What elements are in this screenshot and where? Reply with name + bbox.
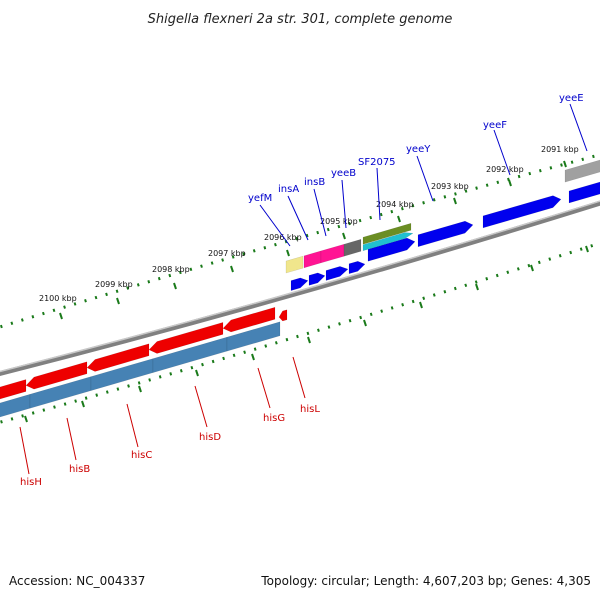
kbp-tick-2094 xyxy=(397,215,401,223)
kbp-tick-2095 xyxy=(342,232,346,240)
reverse-minor-ticks xyxy=(0,241,600,424)
hisC-leader xyxy=(126,403,139,448)
backbone-line xyxy=(0,200,600,377)
gene-label-hisH[interactable]: hisH xyxy=(20,477,42,488)
insB-leader xyxy=(313,188,327,237)
hisD-leader xyxy=(194,385,208,428)
reverse-tick xyxy=(195,369,199,377)
gene-label-SF2075[interactable]: SF2075 xyxy=(358,157,396,168)
insA-leader xyxy=(287,195,309,241)
reverse-tick xyxy=(24,415,28,423)
reverse-gene-hisL[interactable] xyxy=(278,309,288,322)
gene-box-insB[interactable] xyxy=(320,243,345,264)
kbp-tick-2100 xyxy=(59,312,63,320)
gene-label-hisG[interactable]: hisG xyxy=(263,413,285,424)
reverse-major-ticks xyxy=(24,245,589,423)
hisL-leader xyxy=(292,356,306,399)
kbp-tick-2092 xyxy=(508,179,512,187)
gene-box-yeeB[interactable] xyxy=(343,238,362,257)
yeeB-leader xyxy=(341,179,347,229)
forward-gene-arrow[interactable] xyxy=(482,195,562,229)
gene-label-yeeE[interactable]: yeeE xyxy=(559,93,584,104)
gene-box-yeeE[interactable] xyxy=(564,157,600,183)
gene-label-hisB[interactable]: hisB xyxy=(69,464,90,475)
reverse-gene-labels: hisH hisB hisC hisD hisG hisL xyxy=(19,356,320,488)
kbp-label-2091: 2091 kbp xyxy=(541,145,579,154)
gene-label-yeeY[interactable]: yeeY xyxy=(406,144,431,155)
yeeE-leader xyxy=(569,103,588,152)
hisG-leader xyxy=(257,367,271,409)
accession-text: Accession: NC_004337 xyxy=(9,574,146,588)
gene-box-insA[interactable] xyxy=(303,250,322,269)
reverse-cds-hisG[interactable] xyxy=(226,321,281,352)
topology-text: Topology: circular; Length: 4,607,203 bp… xyxy=(261,574,591,588)
reverse-tick xyxy=(419,301,423,309)
yeeY-leader xyxy=(416,155,434,202)
forward-gene-labels: yefM insA insB yeeB SF2075 yeeY yeeF yee… xyxy=(248,93,588,247)
reverse-tick-track xyxy=(0,241,600,424)
kbp-label-2094: 2094 kbp xyxy=(376,200,414,209)
forward-gene-arrow[interactable] xyxy=(568,181,600,204)
kbp-label-2093: 2093 kbp xyxy=(431,182,469,191)
gene-label-yeeB[interactable]: yeeB xyxy=(331,168,356,179)
kbp-tick-2091 xyxy=(563,160,567,168)
reverse-tick xyxy=(530,264,534,272)
kbp-tick-2097 xyxy=(230,265,234,273)
forward-gene-arrow[interactable] xyxy=(290,277,309,291)
hisB-leader xyxy=(66,417,77,461)
hisH-leader xyxy=(19,426,30,475)
yeeF-leader xyxy=(493,129,511,176)
kbp-tick-2093 xyxy=(453,197,457,205)
reverse-tick xyxy=(251,353,255,361)
SF2075-leader xyxy=(376,167,381,221)
reverse-gene-hisG[interactable] xyxy=(222,306,276,333)
yefM-leader xyxy=(259,204,291,247)
reverse-strand-genes xyxy=(0,306,288,418)
reverse-tick xyxy=(585,245,589,253)
kbp-ruler: 2100 kbp 2099 kbp 2098 kbp 2097 kbp 2096… xyxy=(39,145,579,320)
genome-backbone xyxy=(0,200,600,377)
kbp-label-2096: 2096 kbp xyxy=(264,233,302,242)
kbp-tick-2098 xyxy=(173,282,177,290)
kbp-label-2097: 2097 kbp xyxy=(208,249,246,258)
gene-label-hisC[interactable]: hisC xyxy=(131,450,152,461)
forward-strand-genes xyxy=(285,157,600,291)
reverse-tick xyxy=(363,319,367,327)
reverse-tick xyxy=(138,385,142,393)
gene-box-yefM[interactable] xyxy=(285,255,304,274)
forward-gene-arrow[interactable] xyxy=(348,260,366,275)
kbp-label-2092: 2092 kbp xyxy=(486,165,524,174)
reverse-tick xyxy=(81,400,85,408)
gene-label-hisL[interactable]: hisL xyxy=(300,404,320,415)
gene-label-yefM[interactable]: yefM xyxy=(248,193,272,204)
kbp-tick-2096 xyxy=(286,249,290,257)
gene-box-SF2075-a[interactable] xyxy=(362,222,412,245)
kbp-label-2095: 2095 kbp xyxy=(320,217,358,226)
forward-gene-arrow[interactable] xyxy=(308,272,326,286)
map-title: Shigella flexneri 2a str. 301, complete … xyxy=(148,12,453,27)
reverse-tick xyxy=(475,283,479,291)
gene-label-insB[interactable]: insB xyxy=(304,177,325,188)
kbp-label-2098: 2098 kbp xyxy=(152,265,190,274)
kbp-label-2099: 2099 kbp xyxy=(95,280,133,289)
forward-gene-arrow[interactable] xyxy=(325,266,349,281)
gene-box-SF2075-b[interactable] xyxy=(362,232,414,252)
forward-gene-arrow[interactable] xyxy=(417,220,474,248)
gene-label-hisD[interactable]: hisD xyxy=(199,432,221,443)
gene-label-insA[interactable]: insA xyxy=(278,184,299,195)
backbone-highlight xyxy=(0,200,600,373)
kbp-tick-2099 xyxy=(116,297,120,305)
reverse-tick xyxy=(307,336,311,344)
kbp-label-2100: 2100 kbp xyxy=(39,294,77,303)
gene-label-yeeF[interactable]: yeeF xyxy=(483,120,507,131)
